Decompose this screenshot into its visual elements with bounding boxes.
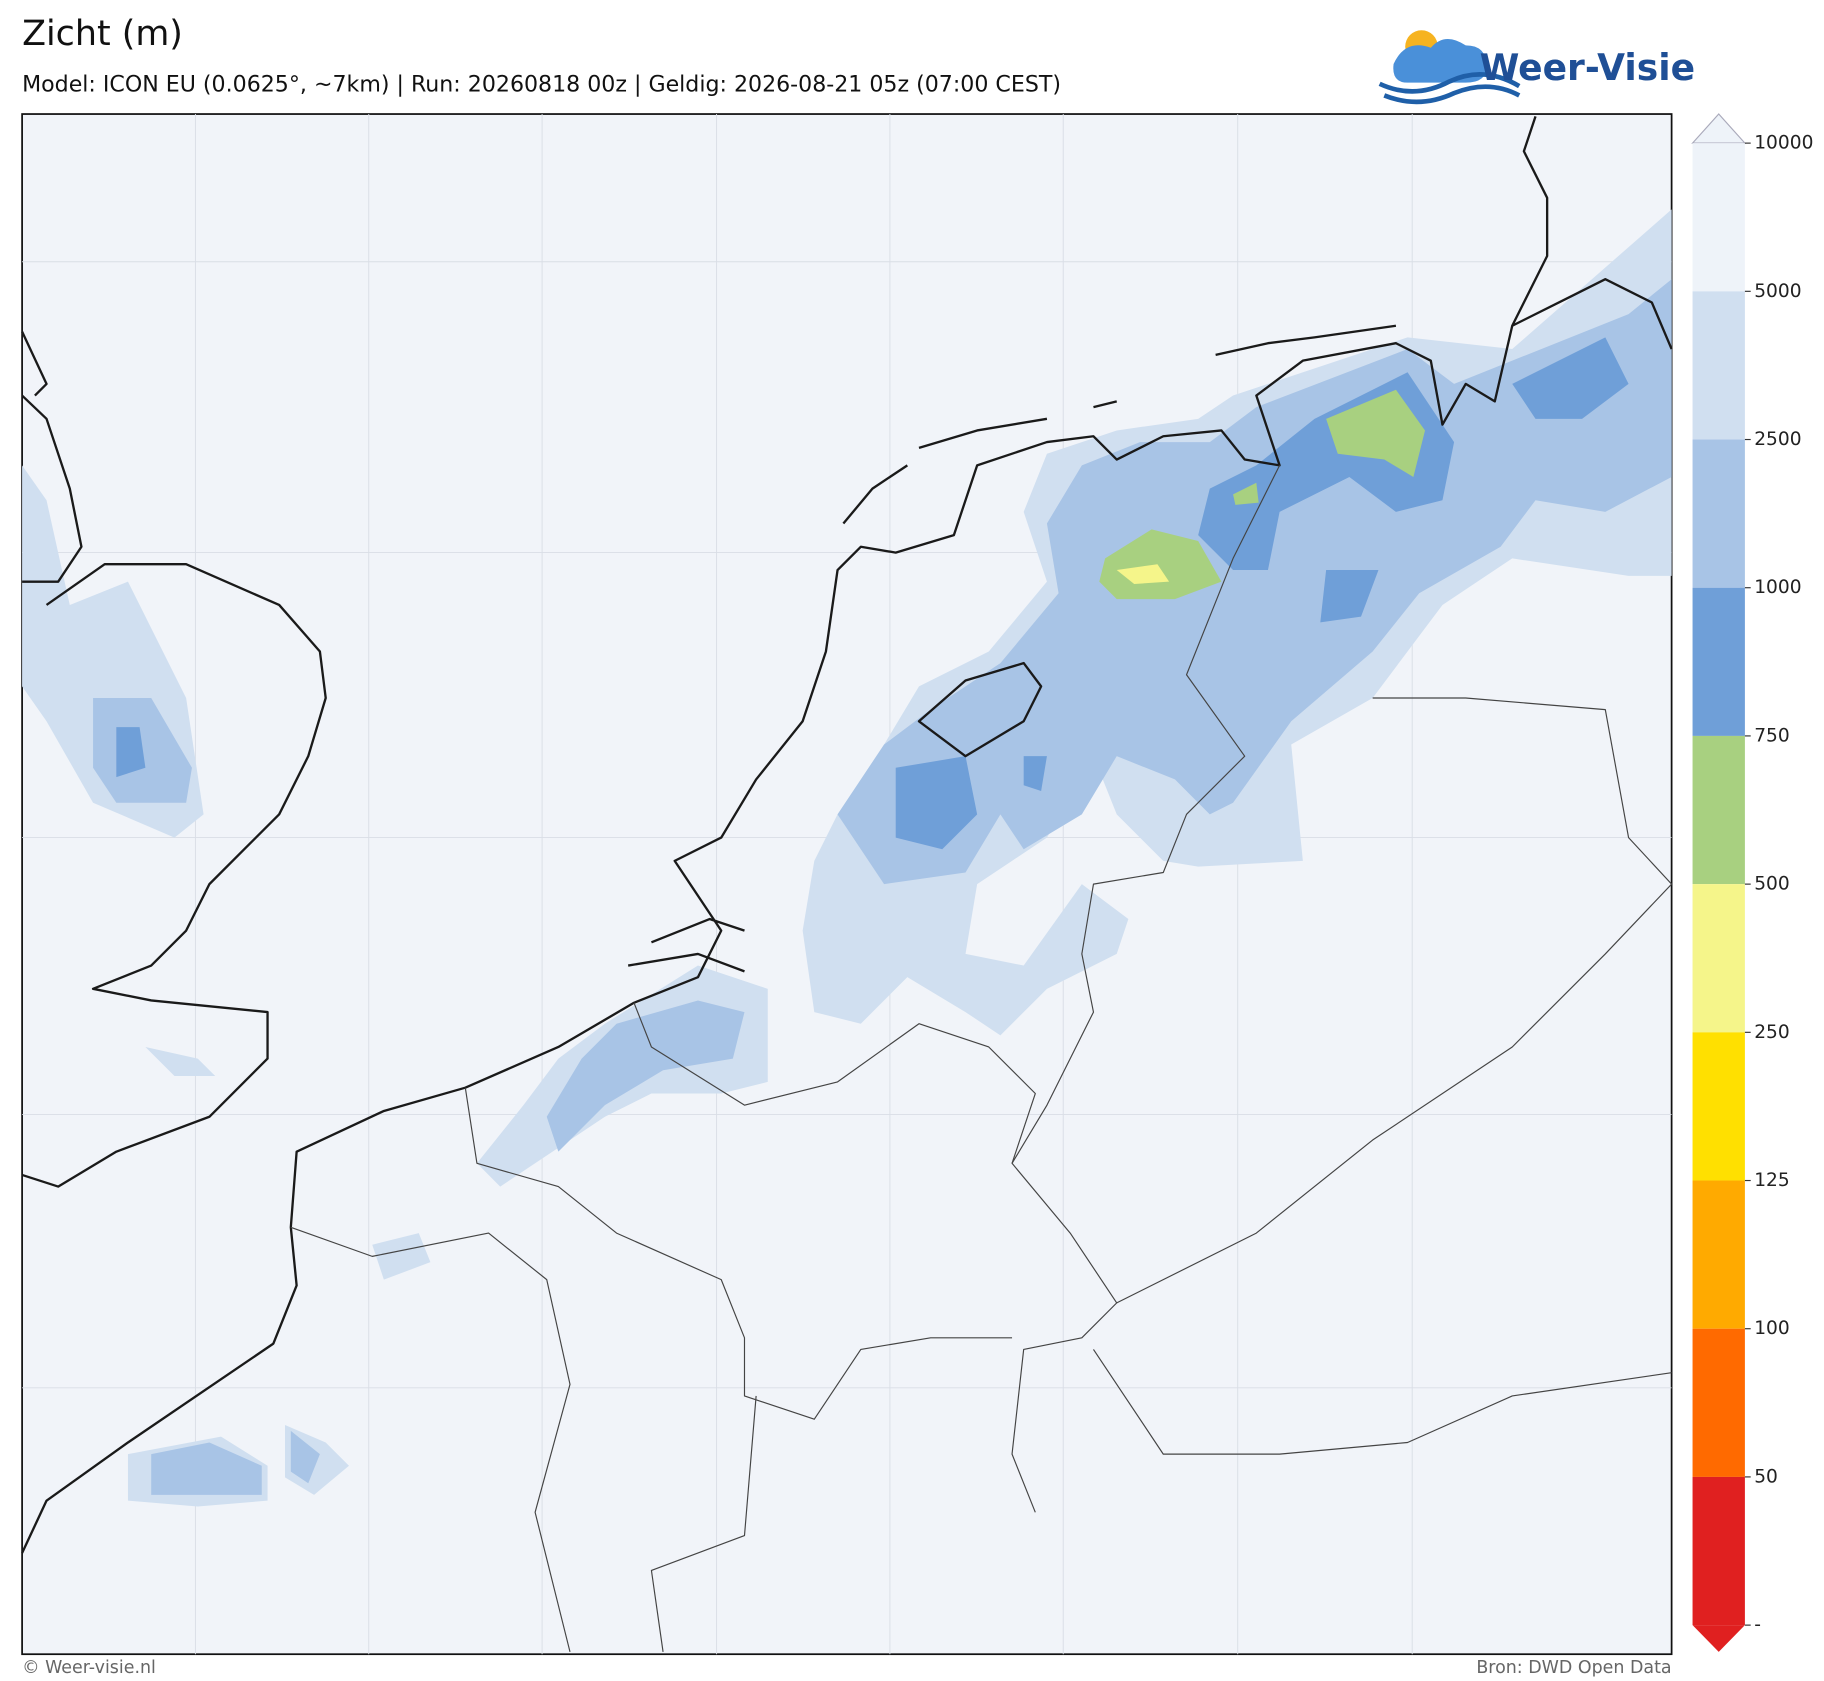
colorbar-tick-label: 1000 [1754,577,1801,598]
colorbar-tick-label: 50 [1754,1466,1778,1487]
colorbar-segment [1692,291,1745,440]
logo-text: Weer-Visie [1480,47,1695,89]
colorbar-segment [1692,1032,1745,1181]
colorbar-tick-label: 10000 [1754,133,1813,154]
colorbar-tick-label: 250 [1754,1022,1790,1043]
colorbar-tick-label: 750 [1754,725,1790,746]
colorbar-bottom-label: - [1754,1615,1761,1636]
colorbar-segment [1692,1180,1745,1329]
colorbar-tick-label: 125 [1754,1170,1790,1191]
fog-field [22,209,1672,1507]
colorbar-tick-label: 5000 [1754,281,1801,302]
coastlines [21,115,1673,1554]
colorbar-segment [1692,884,1745,1033]
colorbar-tick-label: 2500 [1754,429,1801,450]
colorbar: 10000 5000 2500 1000 750 500 250 125 100 50 - [1691,113,1813,1652]
title: Zicht (m) [22,14,183,54]
colorbar-segment [1692,1328,1745,1477]
colorbar-tick-label: 500 [1754,874,1790,895]
logo: Weer-Visie [1378,30,1695,105]
colorbar-arrow-top [1691,113,1747,144]
colorbar-segment [1692,587,1745,736]
colorbar-arrow-bottom [1692,1625,1745,1652]
subtitle: Model: ICON EU (0.0625°, ~7km) | Run: 20… [22,71,1061,97]
colorbar-segment [1692,735,1745,885]
colorbar-segment [1692,143,1745,292]
colorbar-tick-label: 100 [1754,1318,1790,1339]
map [21,113,1673,1656]
colorbar-segment [1692,1476,1745,1626]
colorbar-segment [1692,439,1745,588]
borders [290,465,1673,1653]
footer-right: Bron: DWD Open Data [1476,1658,1671,1678]
footer-left: © Weer-visie.nl [22,1658,156,1678]
